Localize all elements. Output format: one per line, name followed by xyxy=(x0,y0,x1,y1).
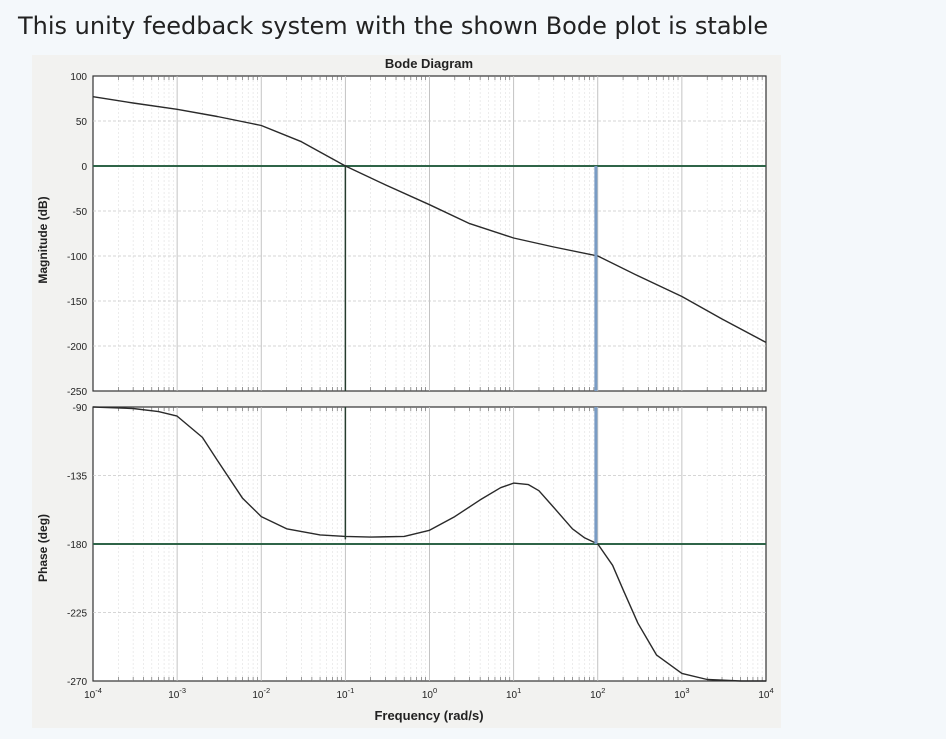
chart-title: Bode Diagram xyxy=(385,56,473,71)
frequency-tick-label: 101 xyxy=(506,686,521,701)
frequency-axis-label: Frequency (rad/s) xyxy=(374,708,483,723)
frequency-tick-label: 102 xyxy=(590,686,605,701)
magnitude-ytick-label: 50 xyxy=(76,117,88,128)
magnitude-ytick-label: 100 xyxy=(70,72,87,83)
frequency-tick-label: 103 xyxy=(674,686,689,701)
magnitude-curve xyxy=(92,96,767,344)
frequency-tick-label: 10-4 xyxy=(84,686,102,701)
phase-axis-label: Phase (deg) xyxy=(36,514,50,582)
frequency-tick-label: 10-2 xyxy=(252,686,270,701)
frequency-tick-label: 104 xyxy=(758,686,773,701)
magnitude-ytick-label: -100 xyxy=(67,252,87,263)
frequency-tick-label: 100 xyxy=(422,686,437,701)
phase-curve xyxy=(92,406,766,682)
phase-ytick-label: -270 xyxy=(67,677,87,688)
bode-figure: Bode Diagram 100 50 0 -50 -100 -150 -200 -250 -… xyxy=(32,55,781,728)
magnitude-ytick-label: -200 xyxy=(67,342,87,353)
frequency-tick-label: 10-1 xyxy=(336,686,354,701)
magnitude-axis-label: Magnitude (dB) xyxy=(36,196,50,283)
phase-ytick-label: -90 xyxy=(73,403,88,414)
frequency-tick-labels: 10-4 10-3 10-2 10-1 100 101 102 103 104 xyxy=(84,686,774,701)
bode-plot-svg: Bode Diagram 100 50 0 -50 -100 -150 -200 -250 -… xyxy=(36,56,774,723)
magnitude-ytick-label: -50 xyxy=(73,207,88,218)
frequency-tick-label: 10-3 xyxy=(168,686,186,701)
magnitude-ytick-label: -250 xyxy=(67,387,87,398)
phase-ytick-label: -180 xyxy=(67,540,87,551)
phase-axes: -90 -135 -180 -225 -270 xyxy=(67,403,767,688)
magnitude-ytick-label: 0 xyxy=(81,162,87,173)
question-text: This unity feedback system with the show… xyxy=(18,12,769,40)
magnitude-ytick-label: -150 xyxy=(67,297,87,308)
phase-ytick-label: -135 xyxy=(67,472,87,483)
phase-ytick-label: -225 xyxy=(67,609,87,620)
magnitude-axes: 100 50 0 -50 -100 -150 -200 -250 xyxy=(67,72,767,398)
